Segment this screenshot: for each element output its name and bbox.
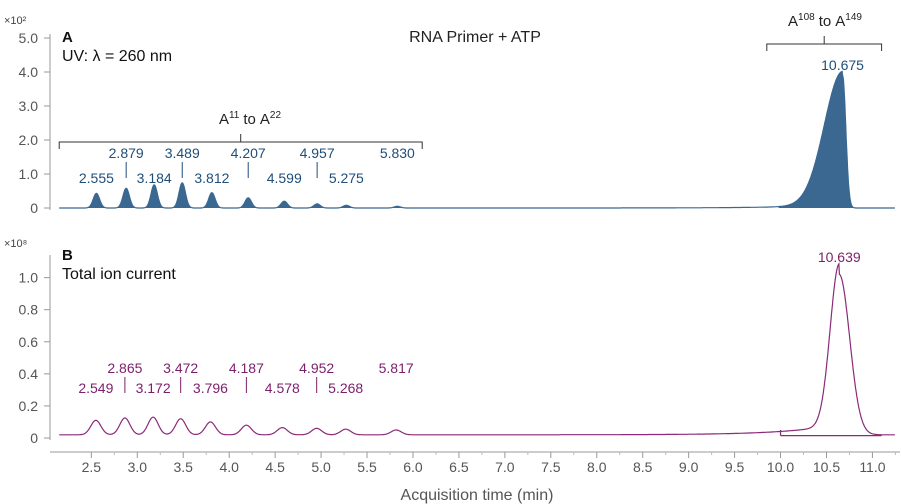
main-peak-label: 10.675 xyxy=(821,57,864,73)
x-axis: 2.5 3.0 3.5 4.0 4.5 5.0 5.5 6.0 6.5 7.0 7.5 8.0 8.5 9… xyxy=(50,451,900,504)
y-tick-label: 0.2 xyxy=(19,398,39,414)
y-tick-label: 2.0 xyxy=(19,132,39,148)
peak-label: 4.952 xyxy=(299,360,334,376)
x-tick-label: 8.5 xyxy=(633,459,653,475)
panel-a-letter: A xyxy=(62,29,73,46)
x-tick-label: 9.5 xyxy=(725,459,745,475)
panel-b-y-ticks: 0 0.2 0.4 0.6 0.8 1.0 xyxy=(19,270,50,446)
peak-label: 3.172 xyxy=(136,380,171,396)
peak-label: 3.489 xyxy=(165,145,200,161)
y-tick-label: 1.0 xyxy=(19,166,39,182)
x-tick-label: 3.0 xyxy=(128,459,148,475)
x-tick-label: 6.5 xyxy=(449,459,469,475)
group-1-label: A11 to A22 xyxy=(219,110,281,128)
peak-label: 5.817 xyxy=(379,360,414,376)
peak-fill xyxy=(115,188,138,208)
peak-label: 5.268 xyxy=(328,380,363,396)
x-tick-label: 5.5 xyxy=(357,459,377,475)
peak-label: 4.187 xyxy=(229,360,264,376)
group-bracket xyxy=(58,134,423,149)
y-tick-label: 1.0 xyxy=(19,270,39,286)
peak-label: 3.472 xyxy=(163,360,198,376)
peak-label: 4.957 xyxy=(300,145,335,161)
group-2-label: A108 to A149 xyxy=(788,12,862,30)
group-bracket xyxy=(766,36,883,51)
panel-b-subtitle: Total ion current xyxy=(62,266,176,283)
y-tick-label: 0.8 xyxy=(19,302,39,318)
x-tick-label: 7.5 xyxy=(541,459,561,475)
main-peak-label: 10.639 xyxy=(818,249,861,265)
peak-label: 4.207 xyxy=(231,145,266,161)
peak-fill xyxy=(200,192,223,208)
peak-label: 3.812 xyxy=(194,170,229,186)
y-tick-label: 5.0 xyxy=(19,30,39,46)
x-tick-label: 6.0 xyxy=(403,459,423,475)
peak-label: 4.578 xyxy=(265,380,300,396)
x-tick-label: 7.0 xyxy=(495,459,515,475)
peak-label: 5.275 xyxy=(329,170,364,186)
series-line xyxy=(59,70,895,209)
peak-label: 2.879 xyxy=(109,145,144,161)
x-tick-label: 2.5 xyxy=(82,459,102,475)
panel-b: ×10⁸ B Total ion current 0 0.2 0.4 0.6 0.8 1.… xyxy=(4,238,895,446)
panel-a-group-brackets: A11 to A22 A108 to A149 xyxy=(58,12,883,149)
peak-fill xyxy=(143,184,166,208)
panel-b-marks xyxy=(59,262,895,437)
peak-label: 5.830 xyxy=(380,145,415,161)
x-axis-label: Acquisition time (min) xyxy=(401,487,554,504)
main-peak-fill xyxy=(778,71,895,209)
y-tick-label: 0.4 xyxy=(19,366,39,382)
peak-fill xyxy=(335,205,358,208)
peak-fill xyxy=(171,182,194,208)
x-axis-ticks: 2.5 3.0 3.5 4.0 4.5 5.0 5.5 6.0 6.5 7.0 7.5 8.0 8.5 9… xyxy=(82,452,896,475)
y-tick-label: 4.0 xyxy=(19,64,39,80)
chart-title: RNA Primer + ATP xyxy=(409,29,541,46)
x-tick-label: 8.0 xyxy=(587,459,607,475)
peak-fill xyxy=(85,193,108,208)
peak-label: 2.555 xyxy=(79,170,114,186)
x-tick-label: 10.0 xyxy=(767,459,794,475)
panel-a-marks xyxy=(59,70,895,209)
series-line xyxy=(59,262,895,436)
peak-label: 2.549 xyxy=(78,380,113,396)
x-tick-label: 4.5 xyxy=(265,459,285,475)
x-tick-label: 5.0 xyxy=(311,459,331,475)
x-tick-label: 11.0 xyxy=(859,459,885,475)
peak-label: 3.184 xyxy=(137,170,172,186)
peak-fill xyxy=(306,203,329,208)
y-tick-label: 3.0 xyxy=(19,98,39,114)
x-tick-label: 3.5 xyxy=(174,459,194,475)
peak-label: 3.796 xyxy=(193,380,228,396)
panel-b-letter: B xyxy=(62,247,73,264)
panel-a-y-ticks: 0 1.0 2.0 3.0 4.0 5.0 xyxy=(19,30,50,216)
x-tick-label: 10.5 xyxy=(813,459,840,475)
peak-fill xyxy=(273,201,296,208)
peak-label: 4.599 xyxy=(267,170,302,186)
y-tick-label: 0 xyxy=(30,430,38,446)
panel-a-multiplier: ×10² xyxy=(4,15,27,27)
panel-a: ×10² A UV: λ = 260 nm 0 1.0 2.0 3.0 4.0 5.0 2… xyxy=(4,12,895,216)
x-tick-label: 4.0 xyxy=(219,459,239,475)
y-tick-label: 0 xyxy=(30,200,38,216)
peak-label: 2.865 xyxy=(107,360,142,376)
panel-a-subtitle: UV: λ = 260 nm xyxy=(62,48,172,65)
peak-fill xyxy=(237,197,260,208)
x-tick-label: 9.0 xyxy=(679,459,699,475)
panel-b-multiplier: ×10⁸ xyxy=(4,238,27,250)
y-tick-label: 0.6 xyxy=(19,334,39,350)
peak-fill xyxy=(386,206,409,208)
